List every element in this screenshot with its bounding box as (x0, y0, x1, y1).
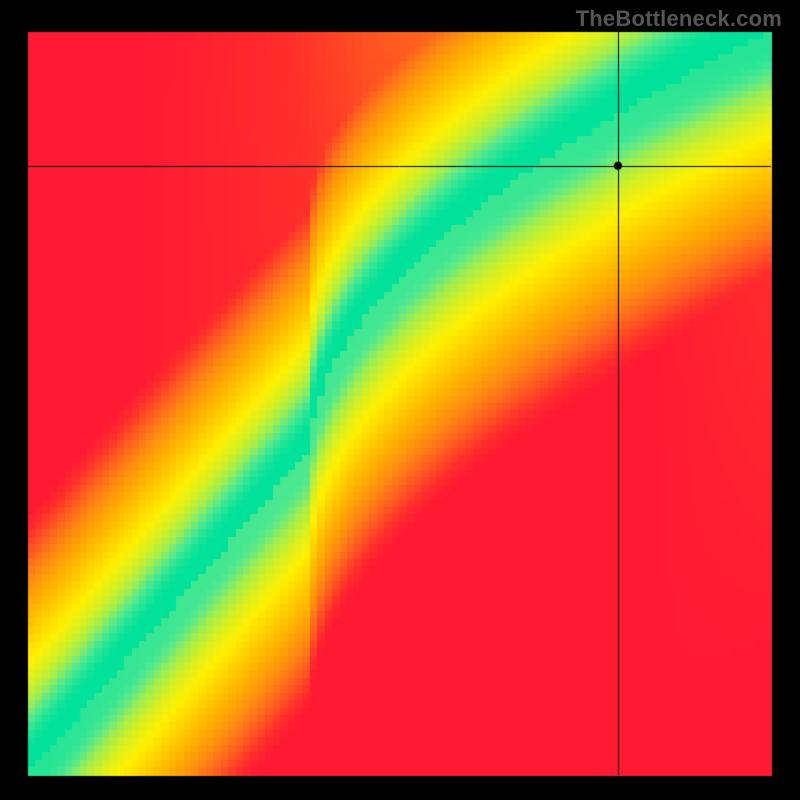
root: TheBottleneck.com (0, 0, 800, 800)
bottleneck-heatmap (0, 0, 800, 800)
watermark-text: TheBottleneck.com (576, 6, 782, 32)
